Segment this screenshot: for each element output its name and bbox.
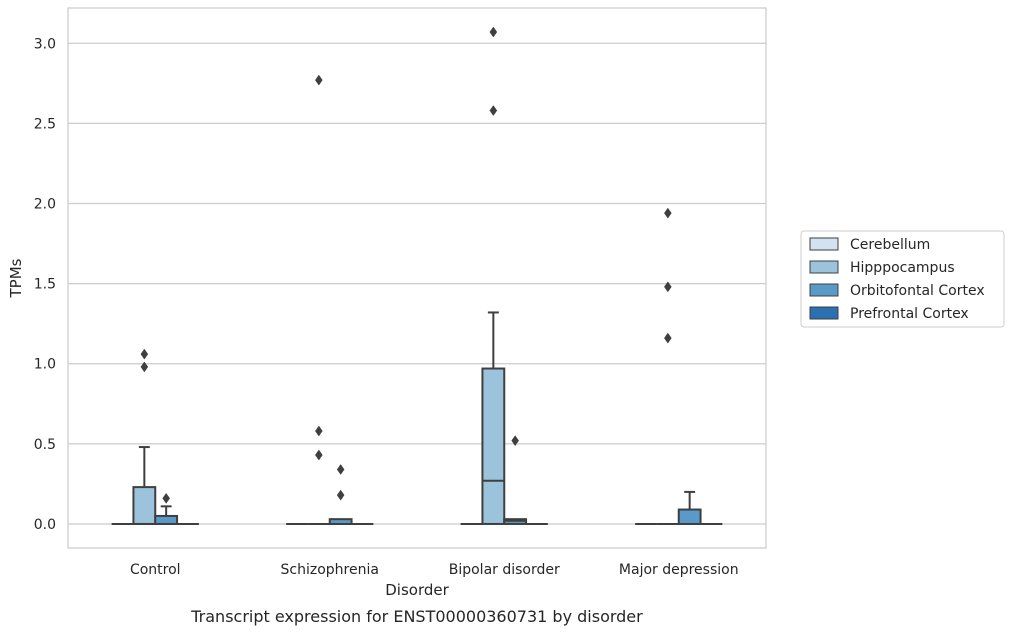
- outlier-marker: [315, 449, 323, 461]
- outlier-marker: [315, 74, 323, 86]
- plot-frame: [67, 7, 767, 549]
- box: [677, 508, 702, 525]
- outlier-marker: [489, 26, 498, 38]
- y-tick-label: 0.5: [34, 437, 56, 453]
- y-axis-label: TPMs: [7, 258, 25, 298]
- y-tick-label: 1.5: [34, 277, 56, 293]
- legend-label: Prefrontal Cortex: [850, 306, 969, 322]
- legend-swatch: [809, 260, 839, 274]
- plot-area: [111, 26, 723, 525]
- outlier-marker: [336, 489, 345, 501]
- legend-swatch: [809, 306, 839, 320]
- y-tick-label: 2.0: [34, 196, 56, 212]
- outlier-marker: [511, 435, 519, 447]
- legend-label: Cerebellum: [850, 237, 930, 253]
- outlier-marker: [336, 464, 345, 475]
- outlier-marker: [140, 361, 149, 373]
- legend-label: Orbitofontal Cortex: [850, 283, 985, 299]
- legend-label: Hipppocampus: [850, 260, 955, 276]
- x-axis-label: Disorder: [385, 581, 449, 599]
- legend-swatch: [809, 283, 839, 297]
- y-tick-label: 3.0: [34, 36, 56, 52]
- outlier-marker: [664, 207, 672, 219]
- outlier-marker: [664, 281, 672, 293]
- y-tick-label: 2.5: [34, 116, 56, 132]
- gridlines: [68, 42, 766, 525]
- x-tick-label: Control: [130, 562, 181, 578]
- x-tick-label: Bipolar disorder: [449, 562, 560, 578]
- chart-caption: Transcript expression for ENST0000036073…: [190, 607, 643, 626]
- y-tick-label: 1.0: [34, 357, 56, 373]
- box: [481, 367, 506, 525]
- box: [132, 486, 157, 525]
- x-tick-label: Major depression: [619, 562, 739, 578]
- x-tick-label: Schizophrenia: [281, 562, 379, 578]
- legend-frame: [800, 230, 1005, 328]
- outlier-marker: [315, 425, 323, 437]
- y-tick-labels: 0.0 0.5 1.0 1.5 2.0 2.5 3.0: [34, 36, 56, 533]
- legend: Cerebellum Hipppocampus Orbitofontal Corte…: [800, 230, 1005, 328]
- outlier-marker: [140, 348, 149, 360]
- x-tick-labels: Control Schizophrenia Bipolar disorder Majo…: [130, 562, 739, 578]
- legend-swatch: [809, 237, 839, 251]
- box: [154, 514, 179, 525]
- outlier-marker: [664, 332, 672, 344]
- y-tick-label: 0.0: [34, 517, 56, 533]
- outlier-marker: [489, 105, 498, 116]
- outlier-marker: [162, 492, 170, 504]
